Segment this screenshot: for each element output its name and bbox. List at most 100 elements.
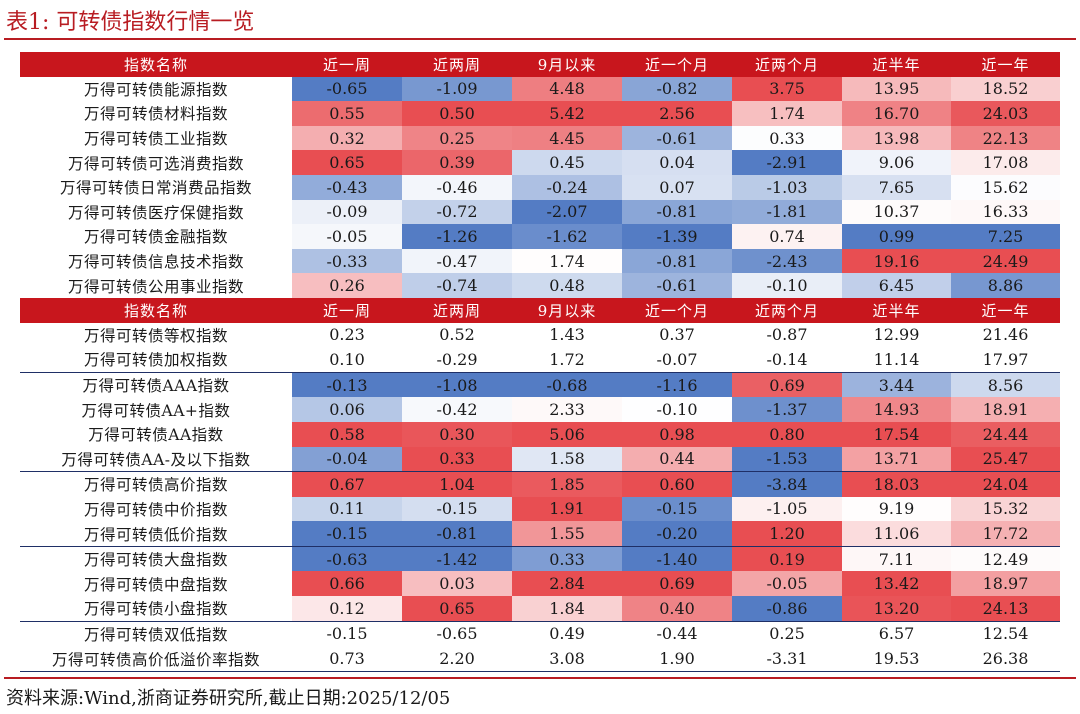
index-name-cell: 万得可转债低价指数 [83,525,228,544]
table-row: 万得可转债AAA指数 -0.13 -1.08 -0.68 -1.16 0.69 3.44 8.… [20,371,1060,398]
table-row: 万得可转债低价指数 -0.15 -0.81 1.55 -0.20 1.20 11.06 17.… [20,521,1060,547]
value-cell: 0.69 [622,571,732,597]
table-row: 万得可转债双低指数 -0.15 -0.65 0.49 -0.44 0.25 6.57 12.5… [20,620,1060,647]
value-cell: 1.72 [549,349,585,369]
header-period: 近一年 [951,52,1060,77]
value-cell: 0.03 [402,571,512,597]
value-cell: 5.06 [512,421,622,447]
value-cell: 24.03 [951,101,1060,126]
table-row: 万得可转债大盘指数 -0.63 -1.42 0.33 -1.40 0.19 7.11 12.4… [20,545,1060,572]
header-index-name: 指数名称 [20,52,292,77]
value-cell: -0.61 [622,125,732,151]
value-cell: 0.19 [732,545,842,572]
value-cell: 1.43 [549,325,585,345]
value-cell: 3.75 [732,76,842,102]
table-row: 万得可转债中价指数 0.11 -0.15 1.91 -0.15 -1.05 9.19 15.3… [20,496,1060,522]
index-name-cell: 万得可转债金融指数 [83,228,228,247]
value-cell: 25.47 [951,446,1060,472]
value-cell: -0.61 [622,273,732,298]
header-row: 指数名称 近一周 近两周 9月以来 近一个月 近两个月 近半年 近一年 [20,52,1060,77]
value-cell: -0.07 [656,349,698,369]
value-cell: 1.55 [512,521,622,547]
value-cell: -0.81 [402,521,512,547]
value-cell: 14.93 [842,397,951,422]
value-cell: 4.45 [512,125,622,151]
value-cell: 24.13 [951,596,1060,622]
value-cell: -0.72 [402,199,512,225]
value-cell: 0.99 [842,224,951,249]
index-name-cell: 万得可转债双低指数 [20,620,292,647]
value-cell: 0.12 [292,596,402,622]
value-cell: -0.20 [622,521,732,547]
table-row: 万得可转债等权指数 0.23 0.52 1.43 0.37 -0.87 12.99 21.46 [20,323,1060,348]
value-cell: -3.31 [732,646,842,672]
value-cell: 4.48 [512,76,622,102]
value-cell: 0.33 [512,545,622,572]
index-name-cell: 万得可转债材料指数 [83,105,228,124]
value-cell: 0.73 [292,646,402,672]
value-cell: 1.85 [512,471,622,497]
value-cell: 1.84 [512,596,622,622]
header-period: 近半年 [842,52,951,77]
table-row: 万得可转债中盘指数 0.66 0.03 2.84 0.69 -0.05 13.42 18.97 [20,571,1060,597]
value-cell: 0.52 [439,325,475,345]
value-cell: -1.26 [402,224,512,249]
table-title: 表1: 可转债指数行情一览 [6,10,255,35]
index-name-cell: 万得可转债信息技术指数 [67,253,244,272]
value-cell: 1.20 [732,521,842,547]
header-period: 近两周 [402,297,512,323]
value-cell: 0.55 [292,101,402,126]
value-cell: 0.06 [292,397,402,422]
value-cell: 16.33 [951,199,1060,225]
value-cell: 19.53 [842,646,951,672]
value-cell: -0.86 [732,596,842,622]
value-cell: -0.10 [622,397,732,422]
table-row: 万得可转债材料指数 0.55 0.50 5.42 2.56 1.74 16.70 24.03 [20,101,1060,126]
value-cell: 12.49 [951,545,1060,572]
value-cell: 0.26 [292,273,402,298]
index-name-cell: 万得可转债能源指数 [83,80,228,99]
value-cell: 8.86 [951,273,1060,298]
value-cell: -0.43 [292,174,402,200]
title-rule [4,38,1076,40]
value-cell: 1.90 [622,646,732,672]
value-cell: 13.98 [842,125,951,151]
value-cell: 24.04 [951,471,1060,497]
value-cell: -1.39 [622,224,732,249]
value-cell: 13.71 [842,446,951,472]
value-cell: -0.68 [512,371,622,398]
value-cell: -1.05 [732,496,842,522]
value-cell: 17.08 [951,150,1060,175]
header-period: 近一年 [951,297,1060,323]
table-row: 万得可转债公用事业指数 0.26 -0.74 0.48 -0.61 -0.10 6.45 8.… [20,273,1060,298]
value-cell: -0.63 [292,545,402,572]
value-cell: 0.23 [329,325,365,345]
value-cell: -0.15 [622,496,732,522]
value-cell: 9.06 [842,150,951,175]
value-cell: 24.49 [951,248,1060,274]
value-cell: 18.03 [842,471,951,497]
value-cell: 7.25 [951,224,1060,249]
value-cell: 16.70 [842,101,951,126]
value-cell: -0.14 [766,349,808,369]
index-name-cell: 万得可转债小盘指数 [83,600,228,619]
value-cell: 18.52 [951,76,1060,102]
header-period: 近两个月 [732,297,842,323]
value-cell: 12.54 [951,620,1060,647]
value-cell: -0.10 [732,273,842,298]
value-cell: -0.09 [292,199,402,225]
index-name-cell: 万得可转债公用事业指数 [67,277,244,296]
index-name-cell: 万得可转债大盘指数 [20,545,292,572]
value-cell: 12.99 [873,325,920,345]
table-row: 万得可转债能源指数 -0.65 -1.09 4.48 -0.82 3.75 13.95 18.… [20,76,1060,102]
value-cell: 8.56 [951,371,1060,398]
value-cell: -0.33 [292,248,402,274]
value-cell: -0.24 [512,174,622,200]
value-cell: -1.16 [622,371,732,398]
header-period: 近两周 [402,52,512,77]
value-cell: 0.48 [512,273,622,298]
value-cell: 17.97 [982,349,1029,369]
header-period: 近一个月 [622,52,732,77]
table-row: 万得可转债高价指数 0.67 1.04 1.85 0.60 -3.84 18.03 24.04 [20,471,1060,497]
table-row: 万得可转债小盘指数 0.12 0.65 1.84 0.40 -0.86 13.20 24.13 [20,596,1060,622]
